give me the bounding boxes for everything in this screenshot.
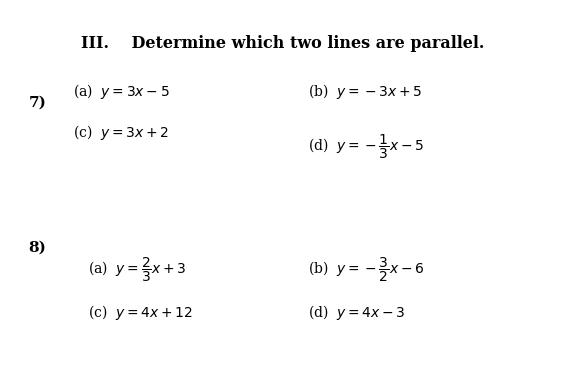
- Text: (b)  $y = -\dfrac{3}{2}x - 6$: (b) $y = -\dfrac{3}{2}x - 6$: [308, 256, 424, 284]
- Text: (b)  $y = -3x + 5$: (b) $y = -3x + 5$: [308, 82, 423, 101]
- Text: (c)  $y = 4x + 12$: (c) $y = 4x + 12$: [88, 303, 193, 322]
- Text: III.    Determine which two lines are parallel.: III. Determine which two lines are paral…: [81, 35, 484, 52]
- Text: (a)  $y = 3x - 5$: (a) $y = 3x - 5$: [73, 82, 170, 101]
- Text: (d)  $y = -\dfrac{1}{3}x - 5$: (d) $y = -\dfrac{1}{3}x - 5$: [308, 133, 424, 161]
- Text: (a)  $y = \dfrac{2}{3}x + 3$: (a) $y = \dfrac{2}{3}x + 3$: [88, 256, 186, 284]
- Text: (c)  $y = 3x + 2$: (c) $y = 3x + 2$: [73, 123, 170, 142]
- Text: 7): 7): [28, 96, 46, 110]
- Text: 8): 8): [28, 240, 46, 255]
- Text: (d)  $y = 4x - 3$: (d) $y = 4x - 3$: [308, 303, 406, 322]
